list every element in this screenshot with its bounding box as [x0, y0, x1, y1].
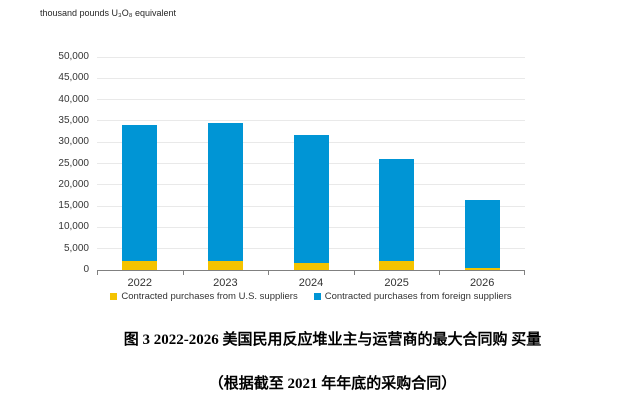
x-axis-tick: [182, 270, 184, 275]
bar-segment: [379, 158, 415, 261]
x-axis-tick: [268, 270, 270, 275]
bar-segment: [207, 122, 243, 262]
y-axis-tick-label: 10,000: [58, 221, 89, 233]
bar-segment: [464, 268, 500, 270]
chart-unit-label: thousand pounds U₃O₈ equivalent: [40, 8, 176, 18]
legend-swatch-icon: [110, 293, 118, 300]
legend-item: Contracted purchases from U.S. suppliers: [110, 291, 298, 302]
bar-segment: [122, 261, 158, 270]
x-axis-label-2026: 2026: [469, 277, 495, 289]
bar-segment: [293, 263, 329, 270]
plot-area: 2022 2023 2024 2025 2026: [97, 56, 525, 289]
bar-2023: [207, 122, 243, 270]
y-axis-tick-labels: 0 5,000 10,000 15,000 20,000 25,000 30,000 35,0…: [30, 52, 93, 275]
legend-swatch-icon: [313, 293, 321, 300]
y-axis-tick-label: 50,000: [58, 51, 89, 62]
gridline: [97, 99, 525, 101]
x-axis-tick: [439, 270, 441, 275]
bar-2025: [379, 158, 415, 270]
bar-2024: [293, 135, 329, 270]
bar-segment: [379, 260, 415, 270]
y-axis-tick-label: 0: [83, 264, 89, 275]
y-axis-tick-label: 45,000: [58, 72, 89, 84]
gridline: [97, 56, 525, 58]
x-axis-label-2022: 2022: [127, 277, 153, 289]
bar-segment: [464, 199, 500, 269]
x-axis-tick: [353, 270, 355, 275]
y-axis-tick-label: 30,000: [58, 136, 89, 148]
figure-caption-line2: （根据截至 2021 年年底的采购合同）: [208, 376, 457, 392]
legend-item: Contracted purchases from foreign suppli…: [313, 291, 512, 302]
gridline: [97, 120, 525, 122]
bar-2022: [122, 125, 158, 270]
bar-segment: [293, 135, 329, 264]
y-axis-tick-label: 5,000: [63, 242, 89, 254]
chart-legend: Contracted purchases from U.S. suppliers…: [97, 291, 525, 302]
y-axis-tick-label: 40,000: [58, 93, 89, 105]
figure-caption-line1: 图 3 2022-2026 美国民用反应堆业主与运营商的最大合同购 买量: [123, 332, 542, 348]
x-axis-tick: [524, 270, 525, 275]
y-axis-tick-label: 25,000: [58, 157, 89, 169]
x-axis-label-2024: 2024: [298, 277, 324, 289]
legend-label: Contracted purchases from U.S. suppliers: [121, 291, 298, 302]
bar-segment: [122, 125, 158, 262]
bar-2026: [464, 199, 500, 270]
y-axis-tick-label: 35,000: [58, 114, 89, 126]
y-axis-tick-label: 20,000: [58, 178, 89, 190]
x-axis-label-2023: 2023: [213, 277, 238, 289]
x-axis-tick: [97, 270, 98, 275]
y-axis-tick-label: 15,000: [58, 200, 89, 212]
gridline: [97, 77, 525, 79]
legend-label: Contracted purchases from foreign suppli…: [324, 291, 512, 302]
bar-segment: [207, 261, 243, 270]
x-axis-label-2025: 2025: [384, 277, 409, 289]
